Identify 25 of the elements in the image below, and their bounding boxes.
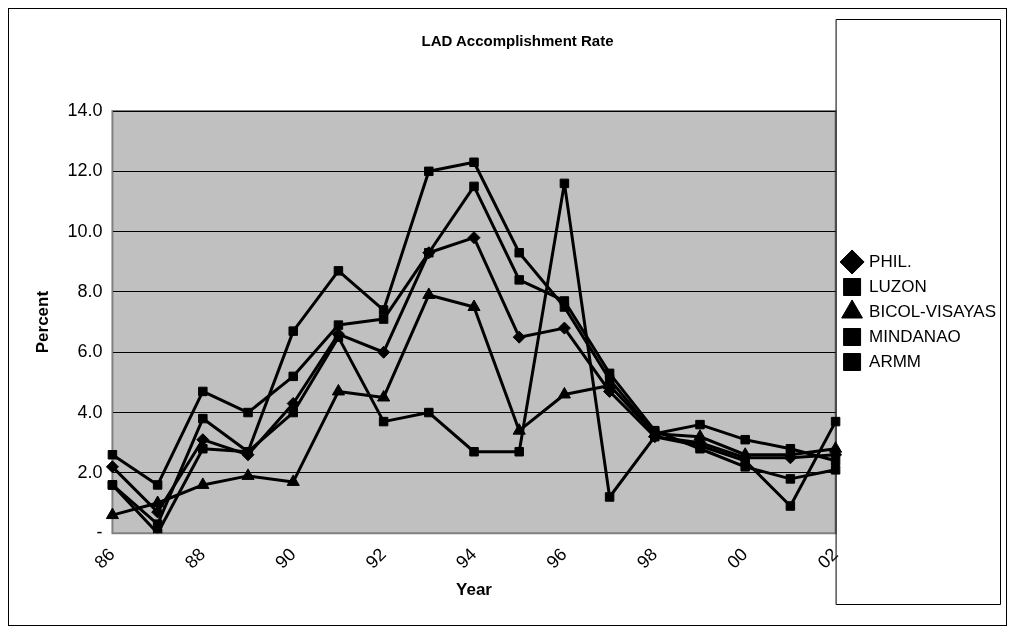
- y-tick-label: 8.0: [77, 280, 103, 301]
- x-tick-label: 00: [723, 544, 752, 573]
- y-tick-label: 6.0: [77, 341, 103, 362]
- x-tick-label: 94: [452, 544, 481, 573]
- x-tick-label: 02: [813, 544, 842, 573]
- y-tick-label: -: [96, 522, 103, 543]
- y-axis-title: Percent: [32, 290, 52, 354]
- x-tick-label: 98: [632, 544, 662, 573]
- x-tick-label: 86: [90, 544, 119, 573]
- legend-label: ARMM: [869, 351, 922, 371]
- legend-label: MINDANAO: [869, 326, 961, 346]
- y-tick-label: 10.0: [67, 220, 103, 241]
- y-tick-label: 4.0: [77, 401, 103, 422]
- legend-label: LUZON: [869, 276, 927, 296]
- x-tick-label: 90: [271, 544, 300, 573]
- x-tick-label: 92: [361, 544, 390, 573]
- x-tick-label: 88: [180, 544, 210, 573]
- y-tick-label: 2.0: [77, 461, 103, 482]
- y-tick-label: 12.0: [67, 160, 103, 181]
- x-axis-title: Year: [456, 580, 493, 600]
- legend-label: PHIL.: [869, 251, 912, 271]
- y-tick-label: 14.0: [67, 99, 103, 120]
- chart-title: LAD Accomplishment Rate: [421, 32, 614, 50]
- x-tick-label: 96: [542, 544, 571, 573]
- legend-label: BICOL-VISAYAS: [869, 301, 997, 321]
